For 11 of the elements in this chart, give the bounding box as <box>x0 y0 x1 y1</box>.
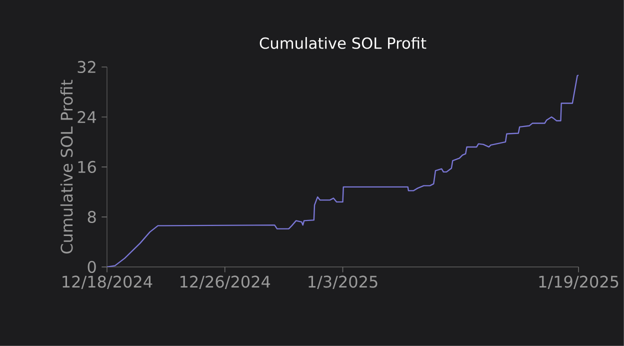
y-tick-label: 24 <box>78 111 96 123</box>
x-tick-label: 1/3/2025 <box>308 276 378 290</box>
x-tick-label: 12/18/2024 <box>62 276 152 290</box>
x-tick-label: 1/19/2025 <box>539 276 618 290</box>
y-axis-title: Cumulative SOL Profit <box>60 80 73 254</box>
chart-title: Cumulative SOL Profit <box>260 37 426 49</box>
y-tick-label: 32 <box>78 60 96 74</box>
y-tick-label: 0 <box>88 260 96 274</box>
y-tick-label: 8 <box>88 210 96 224</box>
y-tick-label: 16 <box>78 160 96 174</box>
x-tick-label: 12/26/2024 <box>180 276 270 290</box>
